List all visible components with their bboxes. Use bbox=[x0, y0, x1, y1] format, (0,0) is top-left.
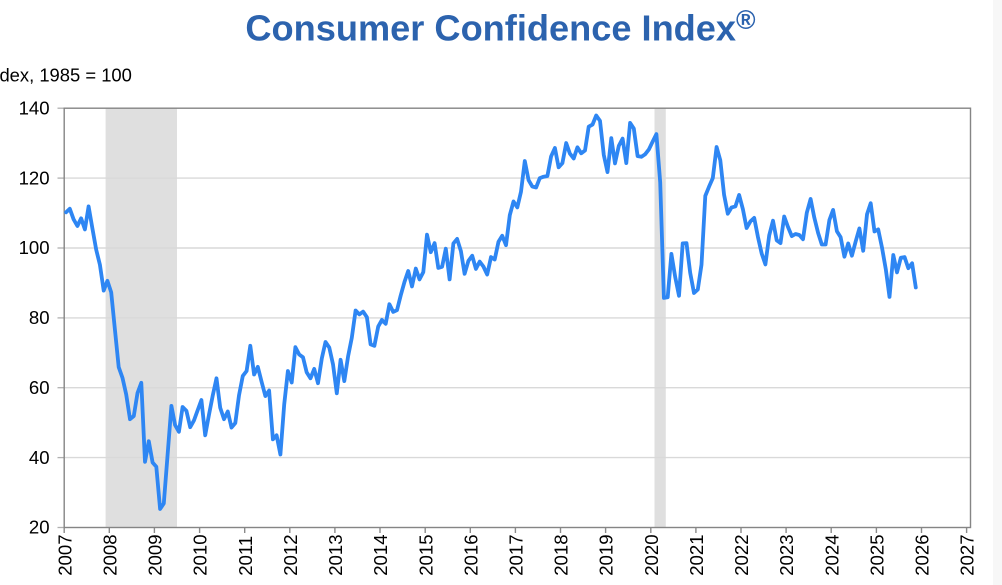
svg-text:2027: 2027 bbox=[957, 534, 978, 575]
svg-text:80: 80 bbox=[29, 307, 50, 328]
svg-text:2008: 2008 bbox=[99, 534, 120, 575]
svg-text:2023: 2023 bbox=[776, 534, 797, 575]
svg-text:60: 60 bbox=[29, 377, 50, 398]
svg-text:2012: 2012 bbox=[280, 534, 301, 575]
svg-text:2013: 2013 bbox=[325, 534, 346, 575]
svg-text:2010: 2010 bbox=[190, 534, 211, 575]
svg-text:2020: 2020 bbox=[641, 534, 662, 575]
svg-text:2015: 2015 bbox=[415, 534, 436, 575]
svg-text:40: 40 bbox=[29, 447, 50, 468]
svg-text:2025: 2025 bbox=[867, 534, 888, 575]
svg-text:2019: 2019 bbox=[596, 534, 617, 575]
svg-text:2024: 2024 bbox=[821, 534, 842, 575]
svg-text:2011: 2011 bbox=[235, 536, 256, 576]
svg-text:2014: 2014 bbox=[370, 534, 391, 575]
svg-text:2009: 2009 bbox=[145, 534, 166, 575]
svg-text:2022: 2022 bbox=[731, 534, 752, 575]
svg-text:2007: 2007 bbox=[54, 534, 75, 575]
svg-text:2016: 2016 bbox=[460, 534, 481, 575]
svg-text:140: 140 bbox=[19, 97, 50, 118]
svg-text:2026: 2026 bbox=[912, 534, 933, 575]
svg-text:Consumer Confidence Index®: Consumer Confidence Index® bbox=[245, 5, 756, 49]
svg-text:2018: 2018 bbox=[551, 534, 572, 575]
svg-text:Index, 1985 = 100: Index, 1985 = 100 bbox=[0, 64, 132, 85]
svg-text:120: 120 bbox=[19, 167, 50, 188]
svg-text:2017: 2017 bbox=[506, 534, 527, 575]
svg-text:100: 100 bbox=[19, 237, 50, 258]
svg-text:2021: 2021 bbox=[686, 534, 707, 575]
svg-text:20: 20 bbox=[29, 517, 50, 538]
